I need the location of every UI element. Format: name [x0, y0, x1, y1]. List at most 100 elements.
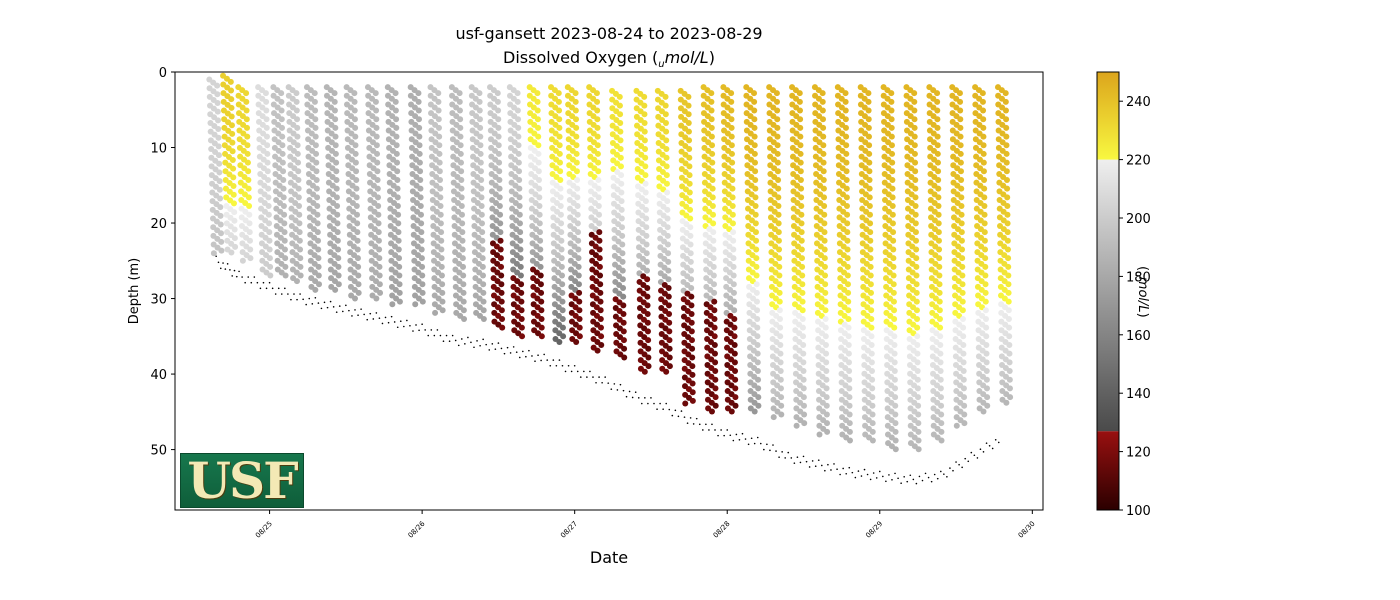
data-point: [496, 203, 503, 210]
data-point: [642, 172, 649, 179]
data-point: [417, 211, 424, 218]
data-point: [619, 250, 626, 257]
data-point: [796, 98, 803, 105]
data-point: [437, 211, 444, 218]
data-point: [518, 324, 525, 331]
data-point: [774, 168, 781, 175]
data-point: [776, 298, 783, 305]
bottom-dot: [412, 330, 414, 332]
x-axis-label: Date: [590, 548, 628, 567]
bottom-dot: [781, 451, 783, 453]
data-point: [891, 307, 898, 314]
bottom-dot: [314, 296, 317, 299]
data-point: [776, 263, 783, 270]
bottom-dot: [677, 415, 680, 418]
data-point: [354, 255, 361, 262]
data-point: [353, 194, 360, 201]
data-point: [1005, 289, 1012, 296]
data-point: [865, 107, 872, 114]
data-point: [751, 408, 758, 415]
data-point: [230, 165, 237, 172]
data-point: [519, 333, 526, 340]
data-point: [842, 107, 849, 114]
data-point: [819, 116, 826, 123]
data-point: [710, 237, 717, 244]
data-point: [729, 220, 736, 227]
data-point: [982, 246, 989, 253]
data-point: [247, 255, 254, 262]
bottom-dot: [473, 346, 475, 349]
data-point: [244, 133, 251, 140]
data-point: [711, 289, 718, 296]
data-point: [842, 116, 849, 123]
data-point: [516, 203, 523, 210]
data-point: [394, 185, 401, 192]
data-point: [914, 341, 921, 348]
data-point: [915, 402, 922, 409]
data-point: [644, 284, 651, 291]
bottom-dot: [769, 449, 771, 452]
data-point: [665, 250, 672, 257]
bottom-dot: [729, 434, 732, 437]
bottom-dot: [219, 267, 222, 270]
data-point: [313, 150, 320, 157]
data-point: [891, 341, 898, 348]
data-point: [688, 337, 695, 344]
data-point: [437, 220, 444, 227]
data-point: [822, 272, 829, 279]
bottom-dot: [217, 261, 220, 264]
data-point: [479, 237, 486, 244]
data-point: [351, 98, 358, 105]
data-point: [352, 295, 359, 302]
data-point: [751, 98, 758, 105]
bottom-dot: [399, 320, 402, 323]
data-point: [844, 281, 851, 288]
data-point: [685, 119, 692, 126]
data-point: [576, 307, 583, 314]
bottom-dot: [747, 443, 750, 446]
data-point: [712, 376, 719, 383]
data-point: [711, 298, 718, 305]
data-point: [537, 237, 544, 244]
data-point: [517, 246, 524, 253]
data-point: [416, 133, 423, 140]
data-point: [439, 298, 446, 305]
data-point: [315, 237, 322, 244]
data-point: [476, 107, 483, 114]
data-point: [394, 176, 401, 183]
data-point: [689, 380, 696, 387]
data-point: [312, 133, 319, 140]
bottom-dot: [830, 469, 832, 471]
data-point: [230, 200, 237, 207]
bottom-dot: [457, 344, 460, 347]
data-point: [373, 133, 380, 140]
bottom-dot: [396, 326, 399, 329]
data-point: [535, 159, 542, 166]
bottom-dot: [726, 429, 729, 431]
data-point: [912, 159, 919, 166]
bottom-dot: [293, 293, 295, 295]
data-point: [775, 176, 782, 183]
data-point: [958, 220, 965, 227]
data-point: [230, 191, 237, 198]
data-point: [557, 168, 564, 175]
data-point: [868, 333, 875, 340]
data-point: [797, 150, 804, 157]
data-point: [821, 194, 828, 201]
data-point: [536, 229, 543, 236]
data-point: [373, 124, 380, 131]
data-point: [535, 150, 542, 157]
data-point: [316, 281, 323, 288]
colorbar-label-suffix: ): [1135, 312, 1150, 318]
data-point: [352, 159, 359, 166]
x-tick-label: 08/27: [559, 520, 579, 540]
data-point: [418, 255, 425, 262]
bottom-dot: [589, 370, 591, 373]
data-point: [518, 298, 525, 305]
data-point: [479, 255, 486, 262]
data-point: [537, 272, 544, 279]
data-point: [353, 185, 360, 192]
data-point: [280, 194, 287, 201]
data-point: [777, 350, 784, 357]
data-point: [959, 263, 966, 270]
